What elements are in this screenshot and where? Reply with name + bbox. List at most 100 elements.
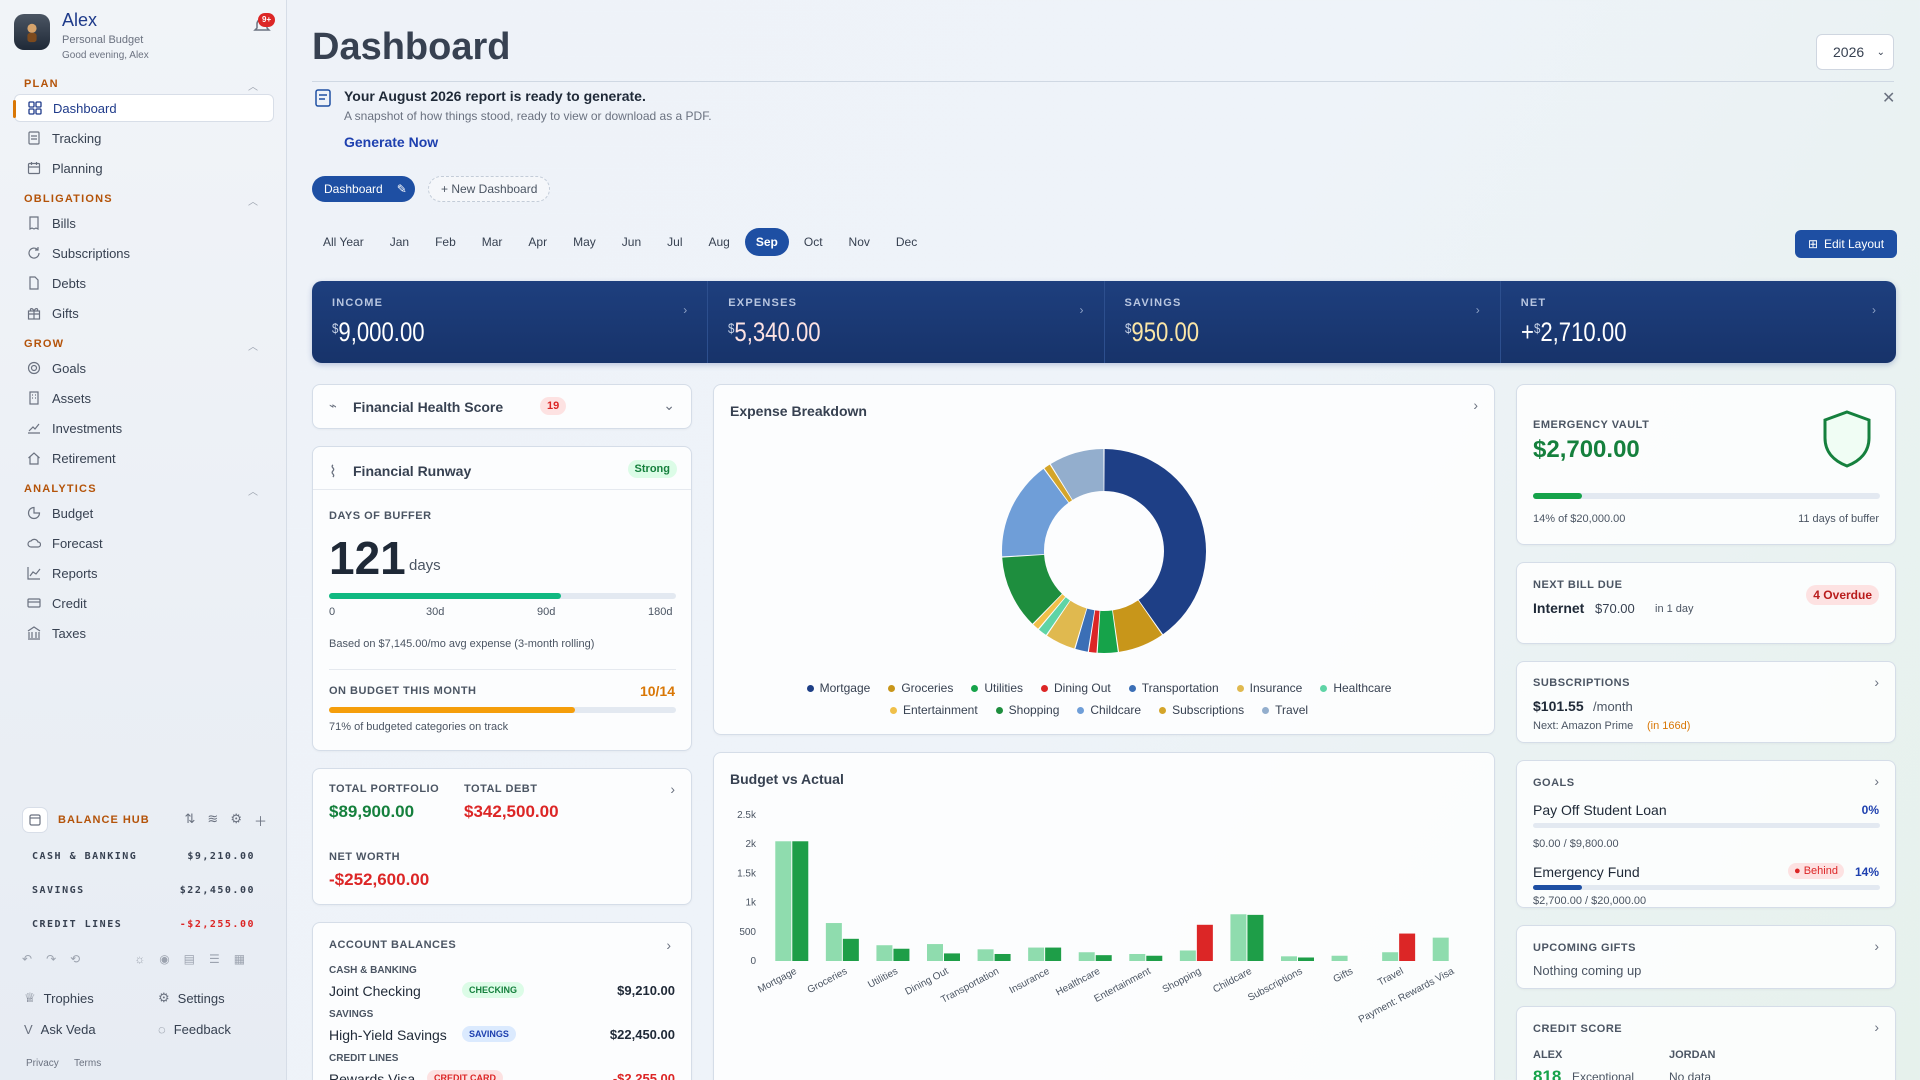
- donut-slice-entertainment[interactable]: [1033, 594, 1066, 629]
- sidebar-item-planning[interactable]: Planning: [14, 154, 274, 182]
- donut-slice-transportation[interactable]: [1075, 608, 1095, 652]
- bar-budget[interactable]: [876, 945, 893, 961]
- ask-veda-link[interactable]: V Ask Veda: [24, 1022, 96, 1037]
- bar-actual[interactable]: [1045, 947, 1062, 961]
- bar-actual[interactable]: [994, 953, 1011, 961]
- sidebar-item-retirement[interactable]: Retirement: [14, 444, 274, 472]
- bar-budget[interactable]: [1179, 950, 1196, 961]
- month-tab[interactable]: Oct: [803, 235, 823, 249]
- month-tab[interactable]: Jun: [621, 235, 642, 249]
- account-balances-card[interactable]: ACCOUNT BALANCES › CASH & BANKING Joint …: [312, 922, 692, 1080]
- month-tab[interactable]: Aug: [708, 235, 730, 249]
- settings-link[interactable]: ⚙ Settings: [158, 990, 225, 1006]
- donut-slice-healthcare[interactable]: [1038, 597, 1070, 635]
- sidebar-item-reports[interactable]: Reports: [14, 559, 274, 587]
- sidebar-item-investments[interactable]: Investments: [14, 414, 274, 442]
- hub-row[interactable]: CREDIT LINES -$2,255.00: [22, 907, 267, 941]
- gear-icon[interactable]: ⚙: [230, 810, 242, 826]
- sidebar-item-debts[interactable]: Debts: [14, 269, 274, 297]
- bar-budget[interactable]: [1129, 953, 1146, 961]
- donut-slice-childcare[interactable]: [1002, 468, 1069, 557]
- portfolio-card[interactable]: TOTAL PORTFOLIO $89,900.00 TOTAL DEBT $3…: [312, 768, 692, 905]
- month-tab[interactable]: Dec: [895, 235, 918, 249]
- kpi-savings[interactable]: SAVINGS $950.00 ›: [1105, 281, 1501, 363]
- legend-item[interactable]: Insurance: [1236, 681, 1302, 695]
- donut-slice-subscriptions[interactable]: [1044, 464, 1073, 503]
- sliders-icon[interactable]: ☰: [209, 952, 220, 966]
- hub-row[interactable]: SAVINGS $22,450.00: [22, 873, 267, 907]
- legend-item[interactable]: Groceries: [888, 681, 953, 695]
- bar-budget[interactable]: [977, 949, 994, 961]
- sun-icon[interactable]: ☼: [134, 952, 146, 966]
- sidebar-item-dashboard[interactable]: Dashboard: [13, 94, 274, 122]
- month-tab[interactable]: Sep: [744, 228, 789, 256]
- history-icon[interactable]: ⟲: [70, 952, 81, 966]
- legend-item[interactable]: Transportation: [1128, 681, 1219, 695]
- bar-actual[interactable]: [1095, 955, 1112, 961]
- hub-row[interactable]: CASH & BANKING $9,210.00: [22, 839, 267, 873]
- legend-item[interactable]: Healthcare: [1320, 681, 1391, 695]
- edit-icon[interactable]: ✎: [396, 182, 407, 196]
- tab-dashboard[interactable]: Dashboard ✎: [312, 176, 415, 202]
- legend-item[interactable]: Shopping: [995, 703, 1059, 717]
- avatar[interactable]: [14, 14, 50, 50]
- donut-slice-travel[interactable]: [1050, 449, 1104, 500]
- add-icon[interactable]: ＋: [253, 813, 267, 829]
- sidebar-item-forecast[interactable]: Forecast: [14, 529, 274, 557]
- emergency-vault-card[interactable]: EMERGENCY VAULT $2,700.00 14% of $20,000…: [1516, 384, 1896, 545]
- sidebar-item-credit[interactable]: Credit: [14, 589, 274, 617]
- goals-card[interactable]: GOALS › Pay Off Student Loan 0% $0.00 / …: [1516, 760, 1896, 908]
- collapse-grow-icon[interactable]: ︿: [248, 342, 258, 353]
- trophies-link[interactable]: ♕ Trophies: [24, 990, 94, 1006]
- bar-actual[interactable]: [1146, 955, 1163, 961]
- bar-budget[interactable]: [1331, 955, 1348, 961]
- upcoming-gifts-card[interactable]: UPCOMING GIFTS › Nothing coming up: [1516, 925, 1896, 989]
- calculator-icon[interactable]: ▤: [183, 952, 196, 966]
- bar-actual[interactable]: [1196, 924, 1213, 961]
- legend-item[interactable]: Childcare: [1077, 703, 1141, 717]
- close-icon[interactable]: ✕: [1882, 90, 1896, 107]
- collapse-plan-icon[interactable]: ︿: [248, 82, 258, 93]
- kpi-net[interactable]: NET +$2,710.00 ›: [1501, 281, 1896, 363]
- bar-budget[interactable]: [1432, 937, 1449, 961]
- edit-layout-button[interactable]: ⊞ Edit Layout: [1795, 230, 1897, 258]
- sidebar-item-tracking[interactable]: Tracking: [14, 124, 274, 152]
- table-icon[interactable]: ▦: [233, 952, 246, 966]
- bar-budget[interactable]: [1078, 952, 1095, 961]
- subscriptions-card[interactable]: SUBSCRIPTIONS › $101.55 /month Next: Ama…: [1516, 661, 1896, 743]
- bar-budget[interactable]: [927, 944, 943, 961]
- bar-budget[interactable]: [1028, 947, 1045, 961]
- bar-actual[interactable]: [1298, 957, 1314, 961]
- credit-score-card[interactable]: CREDIT SCORE › ALEX JORDAN 818 Exception…: [1516, 1006, 1896, 1080]
- feedback-link[interactable]: ◌ Feedback: [158, 1022, 231, 1037]
- month-tab[interactable]: Jul: [667, 235, 683, 249]
- sidebar-item-budget[interactable]: Budget: [14, 499, 274, 527]
- donut-slice-insurance[interactable]: [1047, 600, 1087, 649]
- month-tab[interactable]: May: [573, 235, 596, 249]
- bar-actual[interactable]: [1247, 914, 1264, 961]
- bar-budget[interactable]: [1230, 914, 1247, 961]
- overdue-badge[interactable]: 4 Overdue: [1806, 585, 1879, 605]
- redo-icon[interactable]: ↷: [46, 952, 57, 966]
- sidebar-item-taxes[interactable]: Taxes: [14, 619, 274, 647]
- legend-item[interactable]: Utilities: [971, 681, 1023, 695]
- bar-budget[interactable]: [825, 923, 842, 961]
- month-tab[interactable]: Mar: [481, 235, 503, 249]
- sidebar-item-subscriptions[interactable]: Subscriptions: [14, 239, 274, 267]
- donut-slice-dining-out[interactable]: [1088, 610, 1100, 653]
- sort-icon[interactable]: ⇅: [184, 810, 196, 826]
- collapse-obligations-icon[interactable]: ︿: [248, 197, 258, 208]
- year-select[interactable]: 2026 ⌄: [1816, 34, 1894, 70]
- sidebar-item-bills[interactable]: Bills: [14, 209, 274, 237]
- month-tab[interactable]: Jan: [389, 235, 410, 249]
- month-tab[interactable]: All Year: [323, 235, 364, 249]
- legend-item[interactable]: Mortgage: [806, 681, 870, 695]
- sidebar-item-assets[interactable]: Assets: [14, 384, 274, 412]
- new-dashboard-button[interactable]: + New Dashboard: [428, 176, 551, 202]
- next-bill-card[interactable]: NEXT BILL DUE Internet $70.00 in 1 day 4…: [1516, 562, 1896, 644]
- layers-icon[interactable]: ≋: [207, 810, 219, 826]
- bar-actual[interactable]: [842, 938, 859, 961]
- bar-actual[interactable]: [893, 948, 910, 961]
- bar-budget[interactable]: [1382, 952, 1399, 961]
- terms-link[interactable]: Terms: [74, 1058, 102, 1069]
